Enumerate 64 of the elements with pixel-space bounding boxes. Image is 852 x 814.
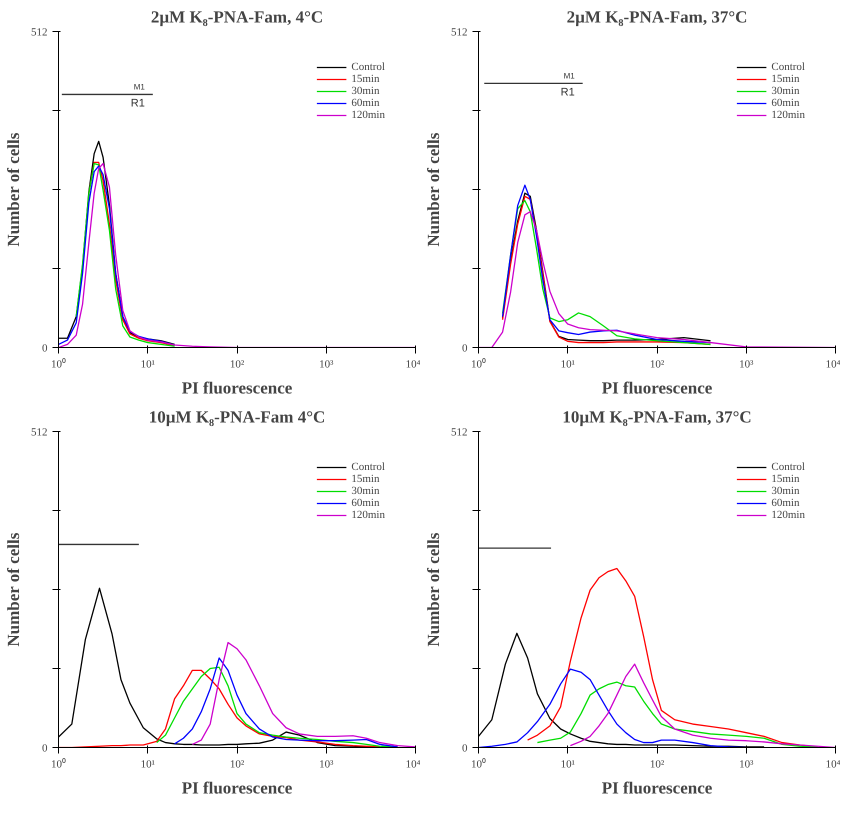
legend-label: 120min — [771, 509, 805, 521]
y-axis-title: Number of cells — [4, 532, 23, 647]
x-tick-label: 10² — [650, 758, 665, 770]
x-tick-label: 10⁴ — [406, 358, 421, 370]
x-tick-label: 10⁴ — [826, 758, 841, 770]
x-tick-label: 10³ — [739, 758, 754, 770]
chart-title: 2µM K₈-PNA-Fam, 4°C — [150, 8, 324, 26]
x-tick-label: 10³ — [739, 358, 754, 370]
legend-label: 120min — [351, 109, 385, 121]
legend-label: Control — [351, 461, 385, 473]
annotation: R1 — [130, 97, 145, 110]
legend-label: 30min — [771, 485, 800, 497]
y-axis-title: Number of cells — [424, 532, 443, 647]
x-axis-title: PI fluorescence — [182, 778, 293, 798]
legend-label: 120min — [771, 109, 805, 121]
y-tick-label: 0 — [462, 742, 468, 754]
legend-label: 30min — [771, 85, 800, 97]
x-tick-label: 10² — [230, 358, 245, 370]
chart-title: 2µM K₈-PNA-Fam, 37°C — [566, 8, 748, 26]
x-tick-label: 10³ — [319, 758, 334, 770]
x-tick-label: 10⁴ — [826, 358, 841, 370]
annotation: R1 — [560, 86, 575, 98]
x-tick-label: 10⁴ — [406, 758, 421, 770]
legend-label: 15min — [771, 73, 800, 85]
annotation: M1 — [564, 71, 576, 80]
legend-label: 15min — [771, 473, 800, 485]
x-axis-title: PI fluorescence — [182, 378, 293, 398]
y-tick-label: 512 — [31, 26, 48, 38]
x-tick-label: 10¹ — [140, 758, 155, 770]
legend-label: 30min — [351, 485, 380, 497]
x-tick-label: 10⁰ — [51, 358, 66, 370]
y-tick-label: 0 — [462, 342, 468, 354]
legend-label: 30min — [351, 85, 380, 97]
legend-label: 60min — [351, 497, 380, 509]
y-tick-label: 512 — [451, 26, 468, 38]
chart-title: 10µM K₈-PNA-Fam 4°C — [148, 408, 326, 426]
legend-label: Control — [771, 461, 805, 473]
legend-label: 120min — [351, 509, 385, 521]
legend-label: Control — [771, 61, 805, 73]
x-axis-title: PI fluorescence — [602, 378, 713, 398]
y-tick-label: 512 — [451, 426, 468, 438]
x-tick-label: 10¹ — [140, 358, 155, 370]
x-tick-label: 10¹ — [560, 758, 575, 770]
chart-title: 10µM K₈-PNA-Fam, 37°C — [562, 408, 752, 426]
x-tick-label: 10² — [650, 358, 665, 370]
legend-label: 15min — [351, 73, 380, 85]
x-tick-label: 10⁰ — [51, 758, 66, 770]
legend-label: 15min — [351, 473, 380, 485]
x-tick-label: 10³ — [319, 358, 334, 370]
y-tick-label: 0 — [42, 342, 48, 354]
x-tick-label: 10⁰ — [471, 358, 486, 370]
legend-label: Control — [351, 61, 385, 73]
legend-label: 60min — [771, 497, 800, 509]
x-axis-title: PI fluorescence — [602, 778, 713, 798]
y-tick-label: 512 — [31, 426, 48, 438]
x-tick-label: 10² — [230, 758, 245, 770]
annotation: M1 — [134, 82, 146, 92]
legend-label: 60min — [771, 97, 800, 109]
x-tick-label: 10¹ — [560, 358, 575, 370]
y-tick-label: 0 — [42, 742, 48, 754]
x-tick-label: 10⁰ — [471, 758, 486, 770]
y-axis-title: Number of cells — [4, 132, 23, 247]
legend-label: 60min — [351, 97, 380, 109]
y-axis-title: Number of cells — [424, 132, 443, 247]
